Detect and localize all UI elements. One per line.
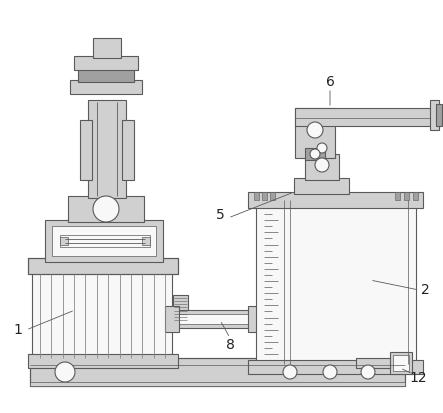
Bar xyxy=(294,178,349,194)
Bar xyxy=(52,226,156,256)
Bar xyxy=(178,314,248,324)
Bar xyxy=(28,258,178,274)
Circle shape xyxy=(55,362,75,382)
Bar xyxy=(248,192,423,208)
Bar xyxy=(248,360,423,374)
Bar xyxy=(393,355,409,371)
Bar xyxy=(122,120,134,180)
Bar xyxy=(256,200,416,364)
Text: 1: 1 xyxy=(14,323,23,337)
Bar xyxy=(30,358,405,386)
Bar xyxy=(74,56,138,70)
Bar xyxy=(68,196,144,222)
Bar xyxy=(356,358,396,368)
Circle shape xyxy=(315,158,329,172)
Bar xyxy=(88,100,126,198)
Bar xyxy=(305,148,325,160)
Bar xyxy=(254,192,259,200)
Bar xyxy=(60,235,150,247)
Bar xyxy=(404,192,409,200)
Bar xyxy=(436,104,442,126)
Text: 5: 5 xyxy=(216,208,224,222)
Bar xyxy=(60,237,68,245)
Circle shape xyxy=(307,122,323,138)
Bar xyxy=(270,192,275,200)
Bar xyxy=(70,80,142,94)
Bar xyxy=(413,192,418,200)
Text: 8: 8 xyxy=(225,338,234,352)
Circle shape xyxy=(317,143,327,153)
Bar xyxy=(93,38,121,58)
Text: 2: 2 xyxy=(420,283,429,297)
Bar xyxy=(295,108,440,126)
Text: 6: 6 xyxy=(326,75,334,89)
Bar xyxy=(395,192,400,200)
Bar xyxy=(390,352,412,374)
Circle shape xyxy=(93,196,119,222)
Bar xyxy=(312,135,332,157)
Text: 12: 12 xyxy=(409,371,427,385)
Circle shape xyxy=(283,365,297,379)
Bar xyxy=(430,100,439,130)
Bar xyxy=(78,68,134,82)
Bar xyxy=(28,258,178,274)
Circle shape xyxy=(323,365,337,379)
Bar xyxy=(248,306,262,332)
Bar xyxy=(142,237,150,245)
Bar xyxy=(173,310,253,328)
Bar xyxy=(173,295,188,323)
Bar xyxy=(165,306,179,332)
Bar xyxy=(305,154,339,180)
Bar xyxy=(45,220,163,262)
Circle shape xyxy=(361,365,375,379)
Bar xyxy=(262,192,267,200)
Bar xyxy=(30,382,405,386)
Bar xyxy=(30,358,405,386)
Bar xyxy=(80,120,92,180)
Bar xyxy=(28,354,178,368)
Bar xyxy=(32,272,172,360)
Bar xyxy=(295,108,335,158)
Circle shape xyxy=(310,149,320,159)
